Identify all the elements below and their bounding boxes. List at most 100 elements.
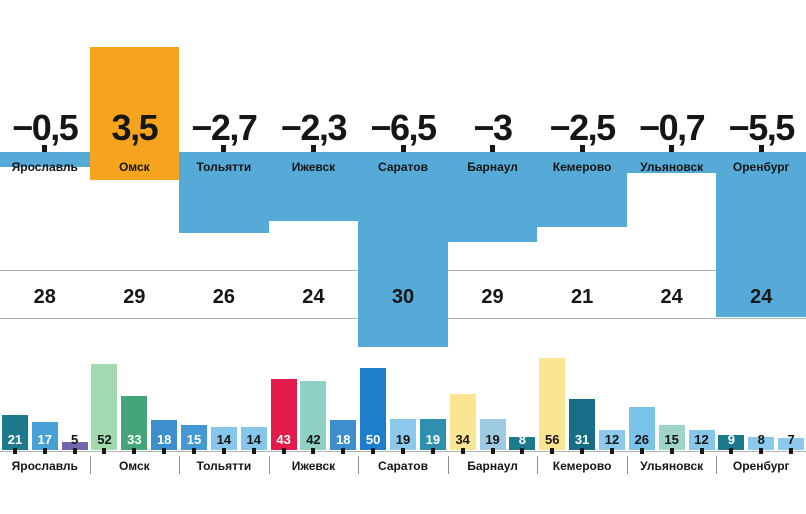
bottom-value-label: 8 xyxy=(746,433,776,447)
axis-tick-icon xyxy=(222,448,226,454)
top-value-label: −2,5 xyxy=(537,108,627,148)
top-city-label: Ярославль xyxy=(0,159,90,175)
top-value-label: −5,5 xyxy=(716,108,806,148)
bottom-value-label: 8 xyxy=(507,433,537,447)
axis-tick-icon xyxy=(73,448,77,454)
table-row-value: 26 xyxy=(179,284,269,310)
axis-tick-icon xyxy=(669,145,674,152)
top-value-label: −3 xyxy=(448,108,538,148)
axis-tick-icon xyxy=(789,448,793,454)
table-row-value: 30 xyxy=(358,284,448,310)
axis-tick-icon xyxy=(490,145,495,152)
bottom-value-label: 15 xyxy=(657,433,687,447)
axis-tick-icon xyxy=(221,145,226,152)
axis-tick-icon xyxy=(311,448,315,454)
top-value-label: −2,3 xyxy=(269,108,359,148)
table-row-value: 29 xyxy=(90,284,180,310)
bottom-value-label: 18 xyxy=(328,433,358,447)
table-row-value: 29 xyxy=(448,284,538,310)
bottom-city-label: Ижевск xyxy=(269,458,359,474)
axis-tick-icon xyxy=(43,448,47,454)
table-row-value: 28 xyxy=(0,284,90,310)
bottom-city-label: Оренбург xyxy=(716,458,806,474)
top-city-label: Кемерово xyxy=(537,159,627,175)
bottom-value-label: 50 xyxy=(358,433,388,447)
axis-tick-icon xyxy=(461,448,465,454)
bottom-value-label: 17 xyxy=(30,433,60,447)
axis-tick-icon xyxy=(491,448,495,454)
bottom-value-label: 14 xyxy=(239,433,269,447)
bottom-value-label: 42 xyxy=(299,433,329,447)
axis-tick-icon xyxy=(42,145,47,152)
bottom-value-label: 56 xyxy=(537,433,567,447)
bottom-value-label: 19 xyxy=(478,433,508,447)
bottom-value-label: 43 xyxy=(269,433,299,447)
axis-tick-icon xyxy=(401,448,405,454)
top-city-label: Саратов xyxy=(358,159,448,175)
bottom-value-label: 19 xyxy=(418,433,448,447)
bottom-value-label: 34 xyxy=(448,433,478,447)
top-bar-negative xyxy=(358,152,448,347)
table-row-value: 21 xyxy=(537,284,627,310)
top-value-label: 3,5 xyxy=(90,108,180,148)
top-city-label: Тольятти xyxy=(179,159,269,175)
axis-tick-icon xyxy=(102,448,106,454)
bottom-value-label: 33 xyxy=(119,433,149,447)
axis-tick-icon xyxy=(759,145,764,152)
axis-tick-icon xyxy=(580,145,585,152)
top-city-label: Ижевск xyxy=(269,159,359,175)
top-city-label: Оренбург xyxy=(716,159,806,175)
top-city-label: Ульяновск xyxy=(627,159,717,175)
bottom-value-label: 12 xyxy=(597,433,627,447)
bottom-city-label: Саратов xyxy=(358,458,448,474)
axis-tick-icon xyxy=(252,448,256,454)
axis-tick-icon xyxy=(670,448,674,454)
bottom-value-label: 21 xyxy=(0,433,30,447)
axis-tick-icon xyxy=(610,448,614,454)
weather-infographic: −0,5 Ярославль 28 3,5 Омск 29 −2,7 Тольятти 26 −2… xyxy=(0,0,806,514)
table-row-value: 24 xyxy=(716,284,806,310)
bottom-value-label: 5 xyxy=(60,433,90,447)
bottom-city-label: Барнаул xyxy=(448,458,538,474)
table-row-value: 24 xyxy=(269,284,359,310)
bottom-city-label: Кемерово xyxy=(537,458,627,474)
bottom-value-label: 31 xyxy=(567,433,597,447)
bottom-value-label: 9 xyxy=(716,433,746,447)
axis-tick-icon xyxy=(311,145,316,152)
top-city-label: Барнаул xyxy=(448,159,538,175)
bottom-city-label: Омск xyxy=(90,458,180,474)
bottom-city-label: Ярославль xyxy=(0,458,90,474)
bottom-value-label: 26 xyxy=(627,433,657,447)
axis-tick-icon xyxy=(759,448,763,454)
axis-tick-icon xyxy=(580,448,584,454)
bottom-value-label: 14 xyxy=(209,433,239,447)
axis-tick-icon xyxy=(341,448,345,454)
top-city-label: Омск xyxy=(90,159,180,175)
bottom-value-label: 19 xyxy=(388,433,418,447)
axis-tick-icon xyxy=(640,448,644,454)
axis-tick-icon xyxy=(132,448,136,454)
top-value-label: −0,5 xyxy=(0,108,90,148)
axis-tick-icon xyxy=(700,448,704,454)
bottom-city-label: Ульяновск xyxy=(627,458,717,474)
top-value-label: −0,7 xyxy=(627,108,717,148)
axis-tick-icon xyxy=(13,448,17,454)
axis-tick-icon xyxy=(550,448,554,454)
axis-tick-icon xyxy=(192,448,196,454)
axis-tick-icon xyxy=(729,448,733,454)
axis-tick-icon xyxy=(162,448,166,454)
axis-tick-icon xyxy=(282,448,286,454)
axis-tick-icon xyxy=(520,448,524,454)
bottom-city-label: Тольятти xyxy=(179,458,269,474)
bottom-value-label: 52 xyxy=(90,433,120,447)
axis-tick-icon xyxy=(371,448,375,454)
top-value-label: −6,5 xyxy=(358,108,448,148)
axis-tick-icon xyxy=(431,448,435,454)
bottom-value-label: 18 xyxy=(149,433,179,447)
top-value-label: −2,7 xyxy=(179,108,269,148)
bottom-value-label: 12 xyxy=(687,433,717,447)
table-row-value: 24 xyxy=(627,284,717,310)
bottom-value-label: 7 xyxy=(776,433,806,447)
bottom-value-label: 15 xyxy=(179,433,209,447)
axis-tick-icon xyxy=(401,145,406,152)
